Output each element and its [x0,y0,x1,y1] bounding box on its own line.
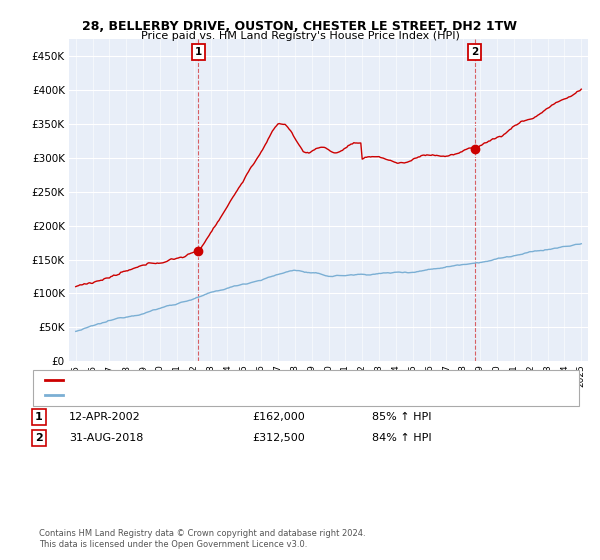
Text: HPI: Average price, detached house, County Durham: HPI: Average price, detached house, Coun… [67,391,298,400]
Text: 1: 1 [195,47,202,57]
Text: 2: 2 [35,433,43,443]
Text: Price paid vs. HM Land Registry's House Price Index (HPI): Price paid vs. HM Land Registry's House … [140,31,460,41]
Text: Contains HM Land Registry data © Crown copyright and database right 2024.
This d: Contains HM Land Registry data © Crown c… [39,529,365,549]
Text: 28, BELLERBY DRIVE, OUSTON, CHESTER LE STREET, DH2 1TW (detached house): 28, BELLERBY DRIVE, OUSTON, CHESTER LE S… [67,376,422,385]
Text: 28, BELLERBY DRIVE, OUSTON, CHESTER LE STREET, DH2 1TW: 28, BELLERBY DRIVE, OUSTON, CHESTER LE S… [83,20,517,32]
Text: 2: 2 [471,47,478,57]
Text: 12-APR-2002: 12-APR-2002 [69,412,141,422]
Text: £312,500: £312,500 [252,433,305,443]
Text: 1: 1 [35,412,43,422]
Text: £162,000: £162,000 [252,412,305,422]
Text: 85% ↑ HPI: 85% ↑ HPI [372,412,431,422]
Text: 31-AUG-2018: 31-AUG-2018 [69,433,143,443]
Text: 84% ↑ HPI: 84% ↑ HPI [372,433,431,443]
